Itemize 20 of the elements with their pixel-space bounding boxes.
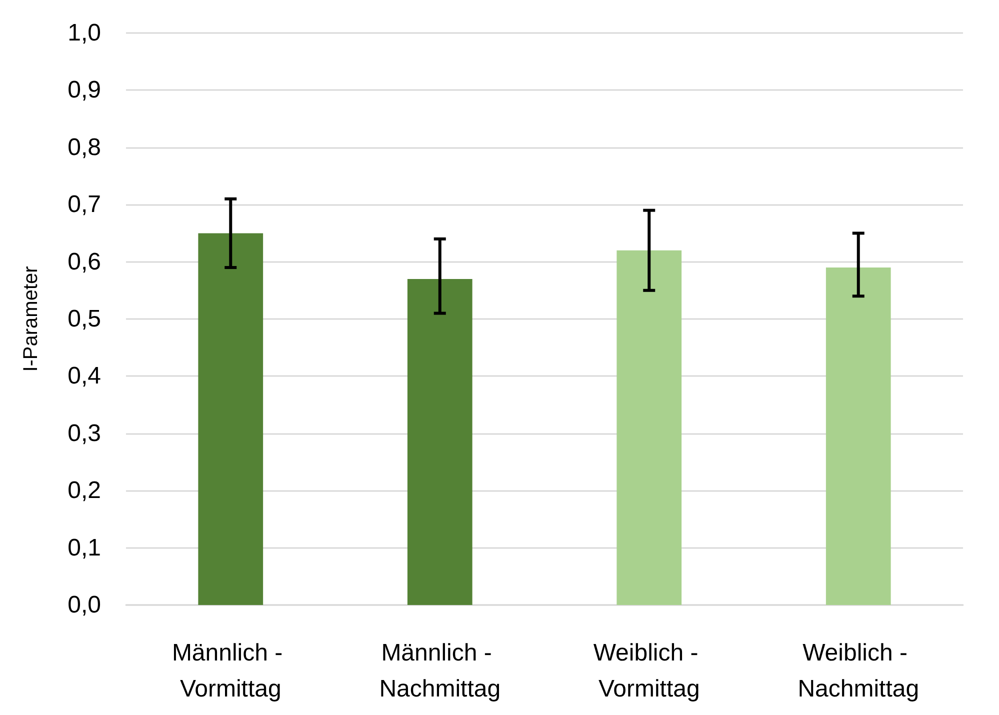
y-tick-label: 0,5 xyxy=(68,306,101,332)
y-tick-label: 0,8 xyxy=(68,134,101,161)
y-tick-label: 0,6 xyxy=(68,248,101,276)
x-tick-label: Männlich - Vormittag xyxy=(172,640,290,702)
bar xyxy=(407,278,472,605)
y-tick-label: 0,9 xyxy=(68,76,101,104)
y-tick-label: 1,0 xyxy=(68,20,101,46)
y-tick-label: 0,0 xyxy=(68,592,101,618)
y-tick-label: 0,3 xyxy=(68,420,101,447)
y-tick-label: 0,7 xyxy=(68,191,101,218)
bar xyxy=(826,268,891,605)
bar xyxy=(198,233,264,605)
bar xyxy=(616,250,682,605)
x-tick-label: Männlich - Nachmittag xyxy=(379,640,501,702)
x-tick-label: Weiblich - Vormittag xyxy=(593,640,705,702)
y-tick-label: 0,1 xyxy=(68,534,101,562)
y-tick-label: 0,2 xyxy=(68,477,101,504)
y-tick-label: 0,4 xyxy=(68,362,101,390)
y-axis-title: I-Parameter xyxy=(20,266,42,372)
x-tick-label: Weiblich - Nachmittag xyxy=(798,640,920,702)
